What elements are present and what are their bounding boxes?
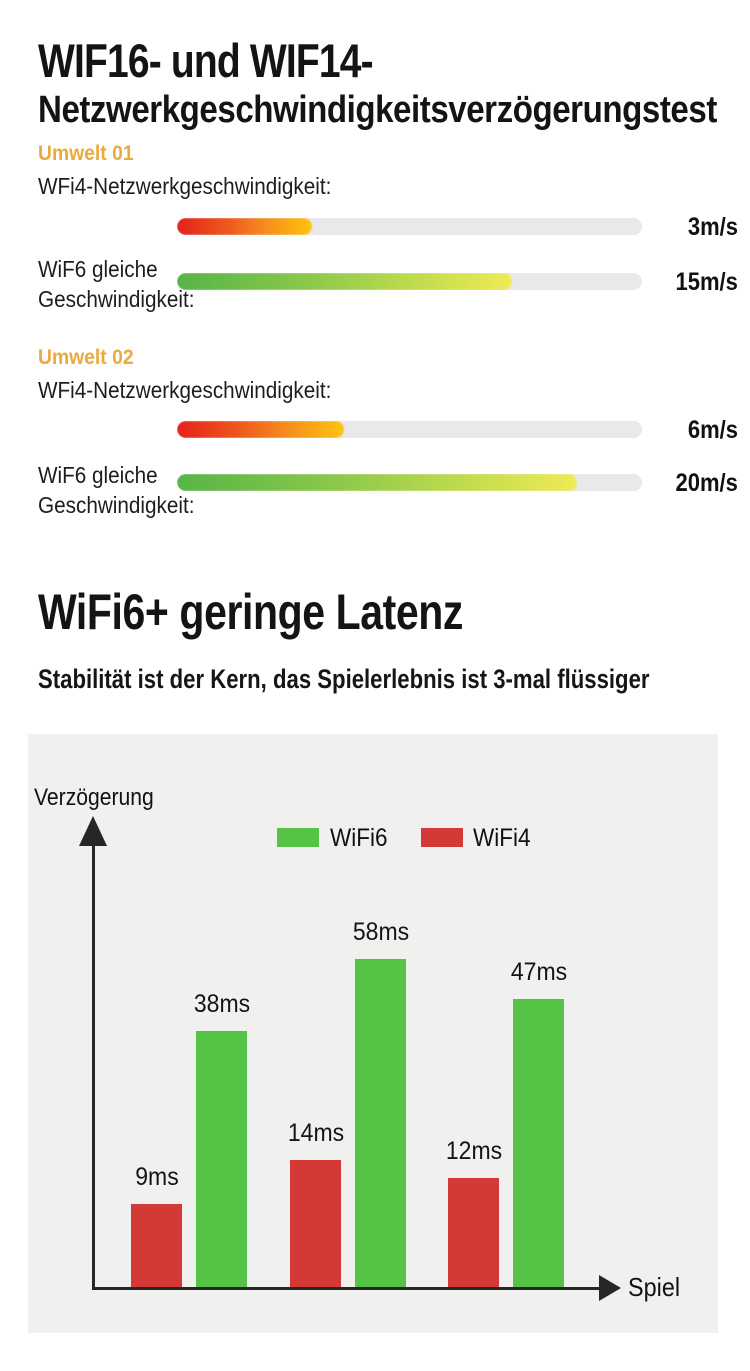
legend-label-wifi4: WiFi4 <box>473 824 531 852</box>
wifi6-bar-value-2: 58ms <box>352 918 409 946</box>
legend-swatch-wifi6 <box>277 828 319 847</box>
env1-wifi6-value: 15m/s <box>675 268 738 296</box>
env2-wifi4-label: WFi4-Netzwerkgeschwindigkeit: <box>38 377 332 403</box>
env2-wifi6-speedbar-fill <box>177 474 577 491</box>
y-axis-label: Verzögerung <box>34 784 154 811</box>
page-title-line1: WIF16- und WIF14- <box>38 34 374 87</box>
wifi4-bar-value-1: 9ms <box>134 1163 179 1191</box>
env1-wifi4-value: 3m/s <box>687 213 738 241</box>
env1-wifi6-speedbar <box>177 273 642 290</box>
y-axis-arrow-icon <box>79 816 107 846</box>
wifi6-bar-2 <box>355 959 406 1287</box>
wifi6-bar-1 <box>196 1031 247 1287</box>
env2-wifi4-speedbar-fill <box>177 421 345 438</box>
legend-label-wifi6: WiFi6 <box>330 824 388 852</box>
wifi4-bar-value-2: 14ms <box>287 1119 344 1147</box>
env1-wifi6-label-line1: WiF6 gleiche <box>38 256 158 282</box>
env2-wifi6-value: 20m/s <box>675 469 738 497</box>
wifi4-bar-1 <box>131 1204 182 1287</box>
latency-subtitle: Stabilität ist der Kern, das Spielerlebn… <box>38 664 650 694</box>
x-axis-label: Spiel <box>628 1272 681 1302</box>
wifi4-bar-value-3: 12ms <box>445 1137 502 1165</box>
page-title-line2: Netzwerkgeschwindigkeitsverzögerungstest <box>38 89 717 131</box>
wifi4-bar-2 <box>290 1160 341 1287</box>
legend-swatch-wifi4 <box>421 828 463 847</box>
y-axis-line <box>92 845 95 1290</box>
wifi6-bar-value-1: 38ms <box>193 990 250 1018</box>
env2-wifi4-speedbar <box>177 421 642 438</box>
env2-wifi6-label-line1: WiF6 gleiche <box>38 462 158 488</box>
env2-wifi6-label-line2: Geschwindigkeit: <box>38 492 195 518</box>
x-axis-line <box>92 1287 601 1290</box>
wifi6-bar-3 <box>513 999 564 1287</box>
env2-wifi6-speedbar <box>177 474 642 491</box>
env2-wifi4-value: 6m/s <box>687 416 738 444</box>
env2-wifi6-label: WiF6 gleiche Geschwindigkeit: <box>38 460 194 520</box>
env1-wifi4-speedbar <box>177 218 642 235</box>
wifi4-bar-3 <box>448 1178 499 1287</box>
env1-wifi6-label: WiF6 gleiche Geschwindigkeit: <box>38 254 194 314</box>
env1-wifi6-speedbar-fill <box>177 273 512 290</box>
env1-wifi6-label-line2: Geschwindigkeit: <box>38 286 195 312</box>
env1-wifi4-label: WFi4-Netzwerkgeschwindigkeit: <box>38 173 332 199</box>
latency-chart: Verzögerung WiFi6 WiFi4 9ms 38ms 14ms 58ms 1… <box>28 734 718 1333</box>
wifi6-bar-value-3: 47ms <box>510 958 567 986</box>
latency-title: WiFi6+ geringe Latenz <box>38 584 464 640</box>
env1-wifi4-speedbar-fill <box>177 218 312 235</box>
x-axis-arrow-icon <box>599 1275 621 1301</box>
env2-heading: Umwelt 02 <box>38 346 134 369</box>
env1-heading: Umwelt 01 <box>38 142 134 165</box>
